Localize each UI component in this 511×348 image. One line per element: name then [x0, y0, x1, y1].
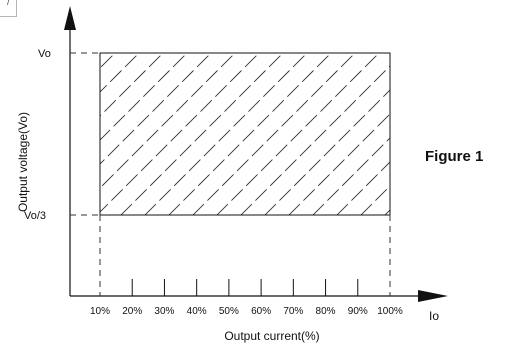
hatch-line	[240, 65, 390, 215]
hatch-line	[100, 53, 212, 165]
hatch-line	[288, 113, 390, 215]
operating-region-border	[99, 52, 391, 216]
x-axis-arrow	[418, 290, 448, 302]
x-tick-labels: 10% 20% 30% 40% 50% 60% 70% 80% 90% 100%	[90, 306, 403, 317]
hatch-line	[364, 20, 511, 260]
hatch-line	[360, 185, 390, 215]
hatch-line	[100, 53, 236, 189]
figure-label: Figure 1	[425, 148, 484, 165]
x-tick-label: 90%	[348, 306, 368, 317]
x-tick-label: 70%	[283, 306, 303, 317]
hatch-line	[120, 53, 284, 215]
hatch-line	[216, 53, 380, 215]
hatch-line	[384, 209, 390, 215]
x-tick-label: 50%	[219, 306, 239, 317]
hatch-line	[436, 20, 511, 260]
hatch-line	[192, 53, 356, 215]
region-hatch	[100, 20, 511, 260]
x-tick-label: 10%	[90, 306, 110, 317]
hatch-line	[100, 53, 260, 213]
hatch-line	[100, 53, 140, 93]
x-tick-label: 80%	[316, 306, 336, 317]
hatch-line	[100, 53, 116, 69]
hatch-line	[264, 89, 390, 215]
y-tick-vo3: Vo/3	[24, 210, 46, 222]
hatch-line	[144, 53, 308, 215]
corner-glyph: /	[7, 0, 10, 8]
hatch-line	[388, 20, 511, 260]
hatch-line	[412, 20, 511, 260]
x-tick-label: 60%	[251, 306, 271, 317]
x-tick-label: 100%	[377, 306, 403, 317]
y-tick-vo: Vo	[38, 48, 51, 60]
x-tick-label: 30%	[154, 306, 174, 317]
hatch-line	[100, 53, 164, 117]
corner-mark: /	[0, 0, 17, 17]
x-axis-label: Output current(%)	[224, 329, 319, 343]
hatch-line	[336, 161, 390, 215]
x-tick-label: 40%	[187, 306, 207, 317]
x-axis-symbol: Io	[429, 309, 439, 323]
y-axis-arrow	[64, 6, 76, 30]
hatch-line	[168, 53, 332, 215]
x-ticks	[131, 279, 359, 296]
y-axis-label: Output voltage(Vo)	[16, 112, 30, 212]
x-tick-label: 20%	[122, 306, 142, 317]
hatch-line	[312, 137, 390, 215]
hatch-line	[100, 53, 188, 141]
